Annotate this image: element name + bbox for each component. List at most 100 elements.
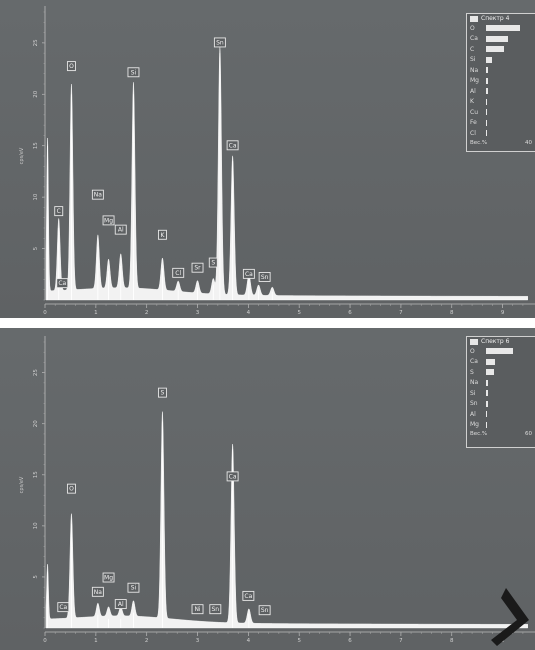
peak-label: Sn: [258, 272, 271, 282]
legend-bar: [486, 379, 489, 386]
peak-label: Ni: [191, 604, 204, 615]
legend-row: O: [467, 346, 535, 357]
legend-bar-track: [486, 67, 533, 74]
legend-row: Mg: [467, 76, 535, 87]
legend-element-label: O: [470, 347, 475, 355]
x-tick-label: 6: [348, 310, 352, 316]
legend-bar-track: [486, 25, 533, 32]
legend-bar-track: [486, 411, 533, 418]
svg-text:Sn: Sn: [261, 274, 269, 281]
peak-label: Ca: [226, 471, 239, 482]
peak-label: Ca: [56, 278, 69, 289]
legend-row: Al: [467, 409, 535, 420]
legend-bar-track: [486, 400, 533, 407]
legend-title: Спектр 4: [481, 15, 510, 22]
legend-element-label: C: [470, 45, 475, 53]
legend-bar: [486, 46, 504, 53]
legend-element-label: Cl: [470, 129, 476, 137]
peak-label: Si: [127, 582, 140, 593]
peak-label: Mg: [102, 572, 115, 583]
legend-footer-left: Вес.%: [470, 431, 488, 437]
svg-text:S: S: [211, 260, 215, 267]
legend-bar-track: [486, 358, 533, 365]
legend-row: K: [467, 97, 535, 108]
legend-element-label: K: [470, 98, 474, 106]
legend-element-label: O: [470, 24, 475, 32]
x-tick-label: 2: [145, 310, 149, 316]
svg-text:Ni: Ni: [194, 606, 200, 613]
legend-row: Ca: [467, 34, 535, 45]
spectrum-panel-2: 510152025cps/eV0123456789OCaNaMgAlSiSNiS…: [0, 328, 535, 650]
peak-label: Al: [114, 599, 127, 610]
spectrum-chart-2: 510152025cps/eV0123456789OCaNaMgAlSiSNiS…: [19, 336, 535, 644]
svg-text:Sn: Sn: [261, 607, 269, 614]
legend-bar: [486, 109, 488, 116]
svg-text:Na: Na: [94, 192, 102, 199]
legend-bar-track: [486, 369, 533, 376]
svg-text:Na: Na: [94, 589, 102, 596]
legend-swatch: [470, 15, 478, 22]
peak-label: Ca: [242, 268, 255, 279]
legend-bar: [486, 369, 494, 376]
legend-bar-track: [486, 56, 533, 63]
legend-bar: [486, 35, 508, 42]
legend-row: Fe: [467, 118, 535, 129]
legend-bar-track: [486, 77, 533, 84]
x-tick-label: 9: [501, 310, 505, 316]
legend-row: Cl: [467, 128, 535, 139]
peak-label: Ca: [242, 590, 255, 601]
legend-footer-left: Вес.%: [470, 139, 488, 146]
legend-panel-2: Спектр 6 O Ca S Na Si Sn Al Mg Вес.% 60: [466, 336, 535, 448]
peak-label: O: [66, 61, 76, 72]
peak-label: Sn: [213, 37, 226, 48]
legend-bar: [486, 390, 488, 397]
legend-bar: [486, 421, 488, 428]
legend-element-label: Cu: [470, 108, 478, 116]
svg-text:C: C: [57, 208, 61, 215]
peak-label: C: [54, 206, 64, 217]
legend-bar-track: [486, 390, 533, 397]
y-tick-label: 25: [33, 39, 39, 46]
legend-row: Ca: [467, 357, 535, 368]
peak-label: S: [157, 387, 167, 398]
x-tick-label: 0: [43, 310, 47, 316]
legend-bar: [486, 411, 488, 418]
legend-rows: O Ca S Na Si Sn Al Mg: [467, 346, 535, 430]
watermark-diamond-icon: [491, 588, 529, 646]
legend-rows: O Ca C Si Na Mg Al K Cu Fe Cl: [467, 23, 535, 139]
x-tick-label: 2: [145, 638, 149, 644]
legend-bar-track: [486, 98, 533, 105]
legend-bar-track: [486, 88, 533, 95]
legend-bar-track: [486, 109, 533, 116]
panel-divider: [0, 318, 535, 328]
svg-text:Sr: Sr: [194, 265, 201, 272]
svg-text:S: S: [161, 390, 165, 397]
legend-bar: [486, 119, 487, 126]
svg-text:Sn: Sn: [212, 606, 220, 613]
legend-element-label: Si: [470, 389, 476, 397]
svg-text:Al: Al: [118, 601, 124, 608]
peak-label: Sn: [209, 604, 222, 615]
legend-element-label: Si: [470, 56, 476, 64]
y-axis-title: cps/eV: [19, 476, 25, 493]
spectrum-panel-1: 5 10 15 20 25 cps/eV 0 1 2 3 4 5 6 7 8 9 O C Ca Na Mg Al Si K Cl…: [0, 0, 535, 318]
svg-text:Al: Al: [118, 227, 124, 234]
peak-label: Ca: [226, 140, 239, 151]
legend-bar-track: [486, 35, 533, 42]
svg-text:K: K: [160, 232, 165, 239]
legend-footer: Вес.% 60: [467, 430, 535, 438]
x-tick-label: 6: [348, 638, 352, 644]
legend-panel-1: Спектр 4 O Ca C Si Na Mg Al K Cu Fe Cl Вес.% 40: [466, 13, 535, 152]
peak-label: Na: [91, 189, 104, 200]
legend-element-label: Mg: [470, 77, 479, 85]
legend-bar: [486, 77, 488, 84]
legend-bar-track: [486, 130, 533, 137]
legend-footer-right: 40: [525, 139, 532, 146]
legend-row: Na: [467, 378, 535, 389]
x-tick-label: 3: [196, 638, 200, 644]
x-tick-label: 3: [196, 310, 200, 316]
x-tick-label: 4: [247, 638, 251, 644]
y-tick-label: 10: [33, 522, 39, 529]
legend-swatch: [470, 338, 478, 345]
x-tick-label: 7: [399, 310, 403, 316]
